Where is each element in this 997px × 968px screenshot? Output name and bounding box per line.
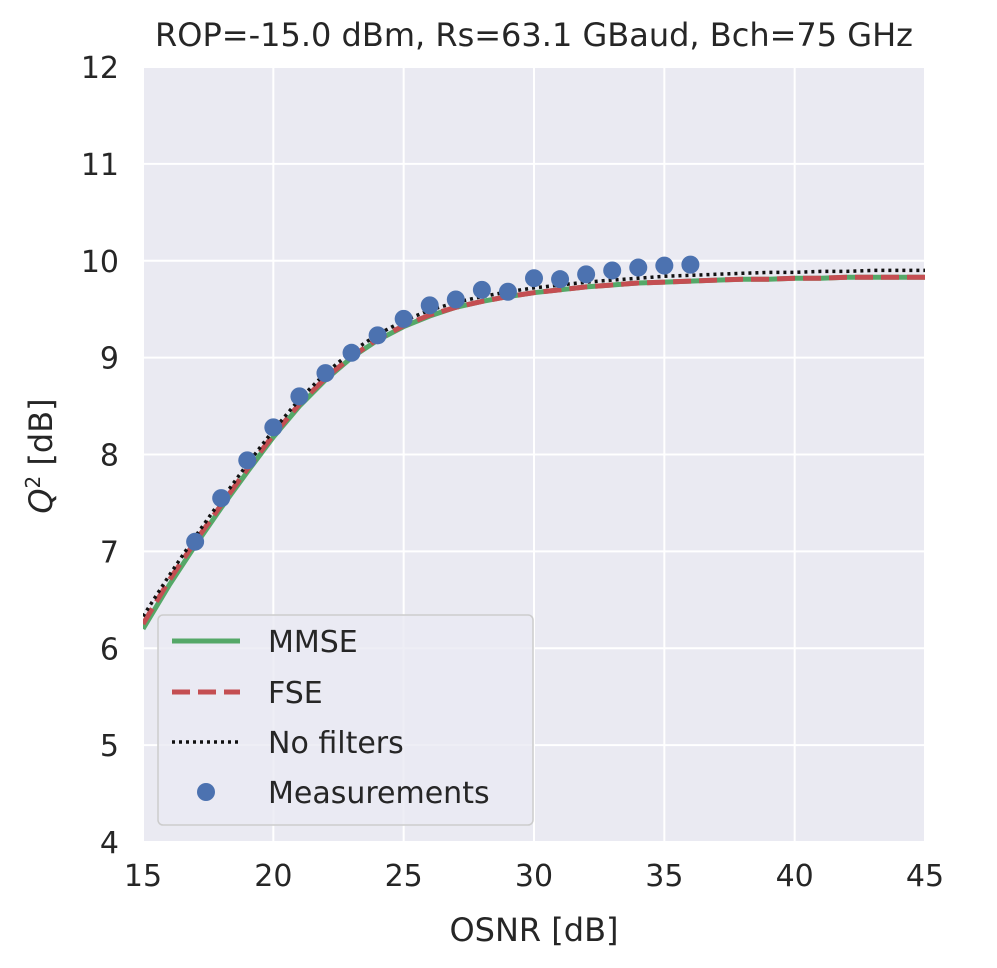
series-line-fse (143, 274, 925, 626)
y-tick-label: 8 (100, 439, 119, 474)
legend-label-no-filters: No filters (268, 726, 404, 761)
legend-label-measurements: Measurements (268, 776, 490, 811)
y-tick-label: 7 (100, 535, 119, 570)
x-tick-label: 15 (124, 859, 162, 894)
measurement-point (629, 258, 648, 277)
y-tick-label: 5 (100, 729, 119, 764)
x-tick-label: 35 (645, 859, 683, 894)
measurement-point (316, 364, 335, 383)
y-axis-label-main: Q (22, 488, 60, 513)
measurement-point (603, 261, 622, 280)
y-tick-label: 11 (81, 148, 119, 183)
measurement-point (212, 489, 231, 508)
legend-label-fse: FSE (268, 676, 323, 711)
measurement-point (577, 265, 596, 284)
x-tick-label: 20 (254, 859, 292, 894)
x-tick-label: 25 (385, 859, 423, 894)
series-layer (143, 255, 925, 631)
x-tick-label: 45 (906, 859, 944, 894)
legend: MMSE FSE No filters Measurements (157, 614, 534, 826)
x-tick-label: 40 (776, 859, 814, 894)
y-tick-label: 6 (100, 632, 119, 667)
chart-title: ROP=-15.0 dBm, Rs=63.1 GBaud, Bch=75 GHz (155, 16, 913, 54)
y-axis-label: Q2 [dB] (21, 398, 60, 513)
measurement-point (525, 269, 543, 288)
measurement-point (446, 290, 465, 309)
measurement-point (498, 282, 517, 301)
legend-label-mmse: MMSE (268, 625, 358, 660)
measurement-point (681, 255, 700, 274)
measurement-point (655, 256, 674, 275)
y-axis-label-rest: [dB] (22, 398, 60, 475)
measurement-point (420, 296, 439, 315)
measurement-point (551, 270, 570, 289)
y-tick-label: 4 (100, 826, 119, 861)
y-tick-label: 12 (81, 51, 119, 86)
series-line-no-filters (143, 268, 925, 618)
legend-swatch-measurements (197, 783, 215, 801)
x-axis-label: OSNR [dB] (449, 911, 618, 949)
measurement-point (264, 418, 283, 437)
measurement-point (186, 532, 205, 551)
y-axis-label-sup: 2 (21, 476, 45, 489)
y-tick-label: 9 (100, 342, 119, 377)
measurement-point (342, 343, 361, 362)
measurement-point (394, 309, 413, 328)
measurement-point (238, 451, 257, 470)
x-tick-label: 30 (515, 859, 553, 894)
measurement-point (472, 280, 491, 299)
grid (142, 66, 926, 843)
legend-box (157, 614, 534, 826)
y-tick-label: 10 (81, 245, 119, 280)
measurement-point (368, 326, 387, 345)
measurement-point (290, 387, 309, 406)
